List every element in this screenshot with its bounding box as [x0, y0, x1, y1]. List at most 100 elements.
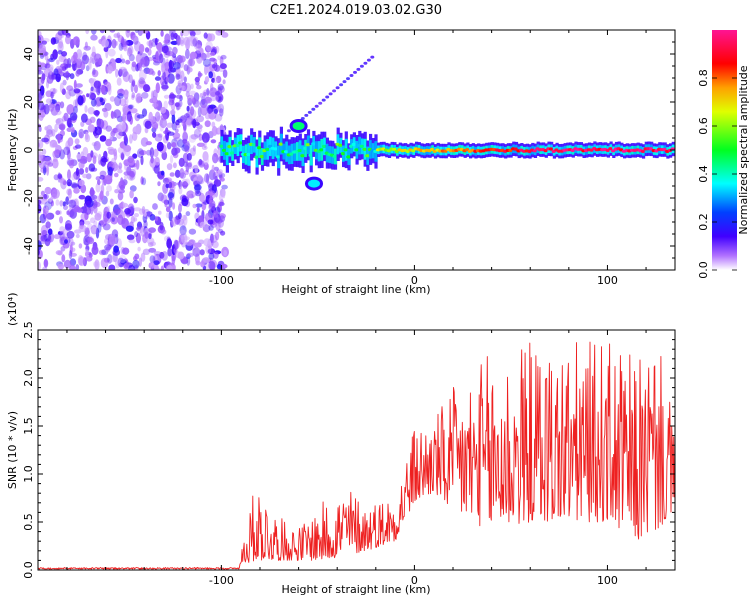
heatmap-cell	[106, 205, 111, 213]
heatmap-cell	[113, 109, 122, 119]
heatmap-cell	[50, 37, 57, 45]
heatmap-cell	[196, 176, 205, 185]
heatmap-cell	[161, 84, 169, 90]
heatmap-cell	[73, 79, 77, 90]
heatmap-cell	[181, 144, 190, 152]
heatmap-cell	[85, 65, 90, 72]
heatmap-cell	[335, 86, 340, 90]
heatmap-cell	[54, 123, 58, 133]
heatmap-cell	[168, 210, 173, 222]
heatmap-cell	[119, 201, 124, 211]
snr-y-multiplier: (x10⁴)	[6, 293, 19, 327]
heatmap-cell	[189, 30, 195, 35]
heatmap-cell	[99, 135, 107, 142]
heatmap-cell	[154, 156, 160, 166]
heatmap-cell	[146, 237, 155, 245]
heatmap-cell	[328, 92, 333, 96]
heatmap-cell	[154, 111, 161, 122]
heatmap-cell	[116, 238, 122, 249]
heatmap-cell	[208, 183, 215, 192]
heatmap-cell	[65, 90, 72, 100]
heatmap-cell	[154, 76, 161, 81]
heatmap-cell	[113, 33, 119, 38]
heatmap-cell	[152, 267, 160, 270]
heatmap-cell	[157, 70, 161, 77]
heatmap-cell	[166, 51, 175, 57]
heatmap-cell	[107, 84, 112, 96]
heatmap-cell	[123, 144, 132, 153]
heatmap-cell	[222, 79, 226, 85]
heatmap-cell	[116, 32, 121, 39]
heatmap-cell	[68, 237, 74, 247]
heatmap-cell	[165, 212, 170, 219]
heatmap-cell	[115, 68, 119, 78]
heatmap-cell	[78, 243, 83, 249]
heatmap-cell	[56, 59, 60, 65]
heatmap-cell	[246, 152, 251, 157]
heatmap-cell	[107, 48, 116, 57]
heatmap-cell	[190, 106, 195, 116]
snr-y-axis-label: SNR (10 * v/v)	[6, 411, 19, 489]
heatmap-cell	[48, 102, 55, 112]
heatmap-cell	[78, 179, 85, 187]
heatmap-cell	[123, 174, 128, 180]
heatmap-cell	[366, 58, 371, 62]
heatmap-cell	[53, 234, 61, 240]
heatmap-cell	[219, 63, 227, 70]
heatmap-cell	[165, 206, 171, 213]
heatmap-cell	[224, 152, 229, 156]
heatmap-cell	[199, 221, 206, 228]
heatmap-cell	[109, 135, 113, 141]
heatmap-cell	[99, 30, 105, 34]
heatmap-cell	[215, 231, 220, 241]
heatmap-cell	[198, 127, 203, 132]
heatmap-cell	[57, 30, 64, 36]
snr-panel: -100 0 100 0.0 0.5 1.0 1.5 2.0 2.5 Height of str…	[6, 293, 676, 596]
heatmap-cell	[189, 147, 196, 157]
heatmap-cell	[202, 257, 211, 263]
heatmap-cell	[103, 110, 109, 118]
heatmap-cell	[197, 56, 203, 62]
heatmap-cell	[150, 156, 154, 164]
heatmap-cell	[107, 254, 113, 264]
heatmap-cell	[548, 147, 554, 151]
heatmap-cell	[42, 194, 49, 200]
heatmap-cell	[167, 191, 174, 199]
heatmap-cell	[126, 111, 132, 122]
heatmap-cell	[123, 89, 129, 100]
heatmap-cell	[151, 262, 155, 269]
heatmap-cell	[44, 126, 49, 131]
heatmap-cell	[73, 187, 80, 194]
heatmap-cell	[340, 152, 346, 156]
heatmap-cell	[46, 165, 50, 176]
heatmap-cell	[161, 251, 168, 261]
heatmap-cell	[181, 214, 187, 221]
heatmap-cell	[178, 157, 185, 167]
heatmap-cell	[59, 101, 65, 109]
heatmap-cell	[67, 117, 72, 128]
heatmap-cell	[69, 112, 78, 121]
heatmap-cell	[219, 124, 224, 132]
heatmap-cell	[80, 212, 89, 221]
heatmap-cell	[41, 137, 49, 143]
heatmap-cell	[55, 118, 61, 124]
heatmap-cell	[168, 94, 177, 99]
heatmap-cell	[188, 134, 197, 143]
heatmap-cell	[210, 139, 217, 144]
heatmap-cell	[254, 155, 259, 159]
heatmap-cell	[88, 58, 92, 70]
heatmap-cell	[169, 172, 175, 177]
heatmap-cell	[122, 112, 126, 124]
heatmap-cell	[209, 190, 216, 200]
heatmap-cell	[59, 124, 66, 131]
heatmap-cell	[160, 114, 168, 121]
heatmap-cell	[57, 263, 65, 270]
heatmap-cell	[207, 181, 214, 188]
snr-x-axis-label: Height of straight line (km)	[281, 583, 430, 596]
heatmap-cell	[138, 77, 146, 85]
heatmap-cell	[38, 176, 44, 182]
heatmap-cell	[85, 131, 89, 140]
heatmap-cell	[124, 208, 131, 215]
heatmap-cell	[168, 59, 173, 70]
heatmap-cell	[110, 130, 116, 137]
